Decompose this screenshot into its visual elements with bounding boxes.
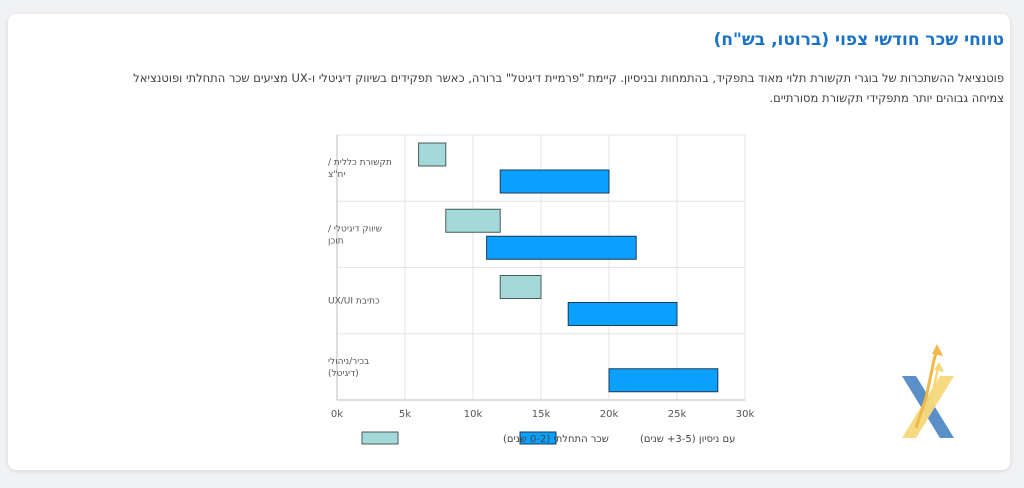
x-axis-ticks: 0k 5k 10k 15k 20k 25k 30k — [331, 409, 755, 420]
legend-swatch-experienced — [519, 431, 557, 445]
x-tick-label: 20k — [600, 409, 619, 420]
card-title: טווחי שכר חודשי צפוי (ברוטו, בש"ח) — [713, 30, 1004, 50]
bar-series2 — [499, 169, 610, 194]
bar-series1 — [418, 142, 447, 167]
y-category-label: שיווק דיגיטלי / — [328, 224, 382, 234]
y-category-label: תוכן — [328, 236, 344, 246]
y-category-label: (דיגיטל) — [328, 369, 359, 379]
card-description: פוטנציאל ההשתכרות של בוגרי תקשורת תלוי מ… — [133, 71, 1004, 105]
legend-label-experienced: עם ניסיון (3-5+ שנים) — [640, 434, 735, 445]
y-category-label: בכיר/ניהולי — [328, 357, 369, 367]
y-axis-categories: תקשורת כללית / יח"צ שיווק דיגיטלי / תוכן כתי… — [328, 158, 392, 379]
y-category-label: יח"צ — [328, 170, 345, 180]
bar-series1 — [499, 275, 542, 299]
chart-grid — [336, 134, 746, 401]
x-arrow-logo-icon — [902, 344, 954, 438]
legend-swatch-starting — [361, 431, 399, 445]
y-category-label: תקשורת כללית / — [328, 158, 392, 168]
bar-series1 — [445, 208, 501, 233]
x-tick-label: 30k — [736, 409, 755, 420]
x-tick-label: 25k — [668, 409, 687, 420]
x-tick-label: 10k — [464, 409, 483, 420]
x-tick-label: 15k — [532, 409, 551, 420]
x-tick-label: 5k — [399, 409, 411, 420]
x-tick-label: 0k — [331, 409, 343, 420]
y-category-label: כתיבת UX/UI — [328, 297, 380, 307]
chart-legend: עם ניסיון (3-5+ שנים) שכר התחלתי (0-2 שני… — [361, 431, 735, 445]
bar-series2 — [486, 235, 637, 260]
bar-series2 — [567, 302, 678, 326]
bar-series2 — [608, 368, 719, 393]
legend-label-starting: שכר התחלתי (0-2 שנים) — [503, 434, 609, 445]
chart-bars — [418, 142, 719, 393]
